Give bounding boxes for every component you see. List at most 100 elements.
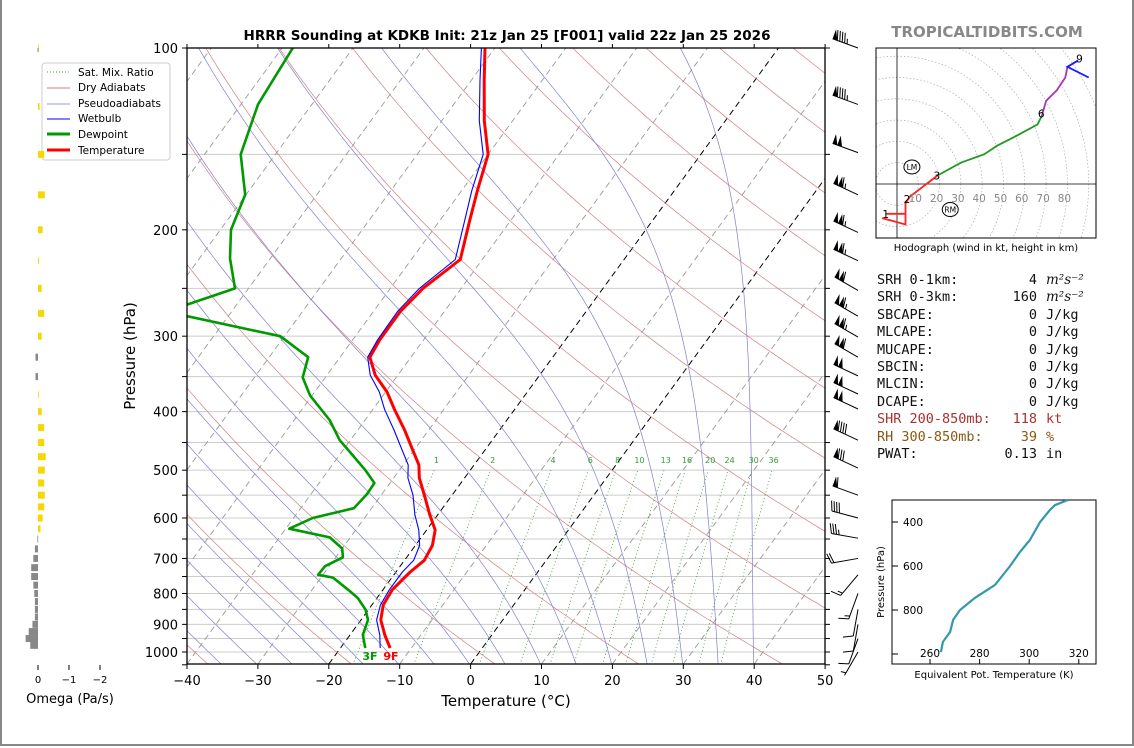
stat-unit: kt [1046, 411, 1063, 428]
y-tick-label: 100 [153, 42, 178, 57]
barb-feather [839, 421, 843, 433]
barb-flag [833, 174, 839, 186]
dry-adiabat [187, 513, 352, 664]
wind-barb [842, 609, 859, 638]
theta-e-x-tick-label: 260 [920, 648, 940, 660]
wind-barb [832, 85, 859, 105]
mixing-ratio-line [602, 470, 665, 664]
stat-label: SHR 200-850mb: [877, 411, 991, 428]
omega-bar [38, 491, 45, 499]
barb-staff [833, 382, 859, 395]
x-tick-label: 30 [675, 674, 692, 689]
moist-adiabat [198, 48, 612, 664]
omega-bar [33, 554, 38, 562]
omega-bar [38, 514, 43, 522]
wind-barb [834, 294, 859, 317]
barb-feather [844, 423, 848, 435]
stat-label: MUCAPE: [877, 341, 934, 358]
y-axis-label: Pressure (hPa) [121, 302, 139, 410]
wind-barb [833, 174, 859, 196]
barb-feather [834, 523, 838, 535]
barb-staff [831, 557, 859, 564]
wind-barb [832, 133, 859, 154]
stat-label: SBCAPE: [877, 306, 934, 323]
barb-flag [834, 294, 840, 306]
omega-bar [31, 564, 38, 572]
stat-label: PWAT: [877, 445, 918, 462]
barb-flag [838, 317, 844, 329]
barb-staff [834, 276, 859, 291]
barb-staff [833, 248, 859, 262]
mixing-ratio-line [549, 470, 617, 664]
skewt-background-lines: 1 2 4 6 8 10 13 16 20 24 30 36 [187, 48, 825, 664]
barb-flag [833, 211, 839, 224]
hodograph-ring-label: 20 [930, 193, 943, 205]
stat-row: SRH 0-1km: 4 m²s⁻² [877, 272, 1084, 289]
omega-bar [38, 503, 45, 511]
hodograph-height-label: 3 [933, 170, 940, 182]
mixing-ratio-line [413, 470, 491, 664]
x-tick-label: −10 [386, 674, 413, 689]
wind-barb [833, 211, 859, 233]
barb-feather [842, 271, 847, 283]
stat-row: RH 300-850mb: 39% [877, 429, 1084, 446]
moist-adiabat [187, 220, 541, 664]
stat-value: 160 [1012, 289, 1037, 306]
legend: Sat. Mix. Ratio Dry Adiabats Pseudoadiab… [41, 62, 171, 161]
stat-value: 0 [1028, 306, 1037, 323]
mixing-ratio-label: 13 [661, 456, 671, 465]
hodograph-title: Hodograph (wind in kt, height in km) [894, 243, 1079, 254]
barb-feather [842, 635, 854, 638]
hodograph: 10 20 30 40 50 60 70 80 1 2 3 6 9 LM RM [875, 47, 1097, 239]
legend-label: Sat. Mix. Ratio [78, 67, 154, 79]
isotherm [257, 48, 708, 664]
wind-barb [840, 651, 859, 676]
barb-flag [838, 214, 843, 226]
legend-label: Dewpoint [78, 129, 128, 141]
storm-motion-lm-circle [903, 159, 921, 175]
omega-bar [38, 424, 45, 432]
barb-half-feather [840, 671, 847, 674]
omega-bar [34, 598, 38, 606]
hodograph-ring-label: 40 [973, 193, 986, 205]
barb-feather [837, 420, 841, 431]
omega-bar [32, 620, 38, 628]
barb-feather [839, 449, 843, 460]
hodograph-ring-label: 30 [951, 193, 964, 205]
omega-bar [38, 453, 46, 461]
isotherm [399, 80, 825, 664]
barb-feather [830, 590, 841, 596]
moist-adiabat [187, 443, 399, 664]
barb-feather [841, 88, 844, 99]
barb-flag [838, 270, 844, 282]
barb-flag [832, 85, 838, 97]
mixing-ratio-label: 30 [749, 456, 759, 465]
stat-unit: J/kg [1046, 306, 1079, 323]
barb-flag [838, 176, 843, 188]
barb-staff [833, 364, 859, 377]
dewpoint-line [187, 48, 376, 649]
barb-feather [842, 422, 845, 434]
barb-feather [829, 523, 832, 534]
y-tick-label: 300 [153, 330, 178, 345]
mixing-ratio-label: 8 [615, 456, 620, 465]
omega-bar [28, 628, 38, 636]
barb-staff [848, 638, 859, 665]
barb-flag [833, 240, 839, 252]
stat-row: MLCAPE: 0 J/kg [877, 324, 1084, 341]
omega-bar [38, 391, 39, 399]
barb-flag [832, 133, 838, 146]
omega-bar [38, 257, 39, 265]
wind-barb [834, 314, 859, 338]
wind-barb [829, 523, 859, 539]
wetbulb-line [367, 48, 484, 649]
barb-feather [836, 477, 839, 488]
x-tick-label: 50 [817, 674, 834, 689]
barb-feather [838, 662, 849, 665]
moist-adiabat [519, 48, 719, 664]
barb-half-feather [844, 183, 847, 189]
mixing-ratio-label: 6 [588, 456, 593, 465]
hodograph-ring-label: 80 [1058, 193, 1071, 205]
mixing-ratio-label: 20 [705, 456, 715, 465]
